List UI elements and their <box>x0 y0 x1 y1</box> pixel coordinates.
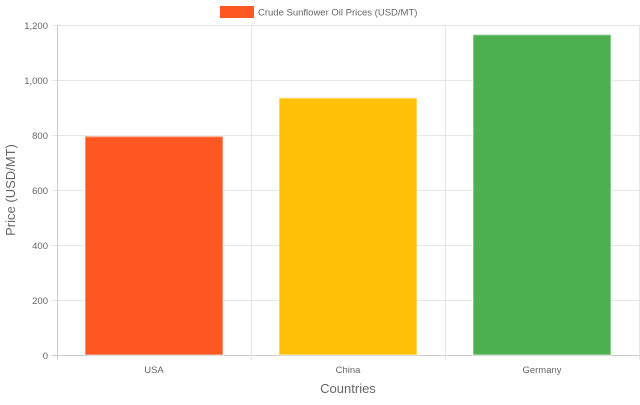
x-tick-label: USA <box>144 365 164 376</box>
x-tick-label: Germany <box>522 365 561 376</box>
x-axis-label: Countries <box>320 381 376 396</box>
y-tick-label: 200 <box>32 296 48 307</box>
legend[interactable]: Crude Sunflower Oil Prices (USD/MT) <box>220 6 417 19</box>
y-tick-label: 600 <box>32 186 48 197</box>
bar-usa[interactable] <box>84 135 224 356</box>
bar-germany[interactable] <box>472 33 612 356</box>
y-tick-label: 1,000 <box>24 76 48 87</box>
x-tick-label: China <box>336 365 362 376</box>
y-tick-label: 1,200 <box>24 21 48 32</box>
legend-swatch <box>220 6 254 18</box>
legend-label: Crude Sunflower Oil Prices (USD/MT) <box>258 8 417 19</box>
y-tick-label: 400 <box>32 241 48 252</box>
bars <box>84 33 612 356</box>
y-tick-label: 800 <box>32 131 48 142</box>
y-tick-label: 0 <box>43 351 48 362</box>
y-axis-label: Price (USD/MT) <box>3 144 18 236</box>
bar-china[interactable] <box>278 96 418 356</box>
